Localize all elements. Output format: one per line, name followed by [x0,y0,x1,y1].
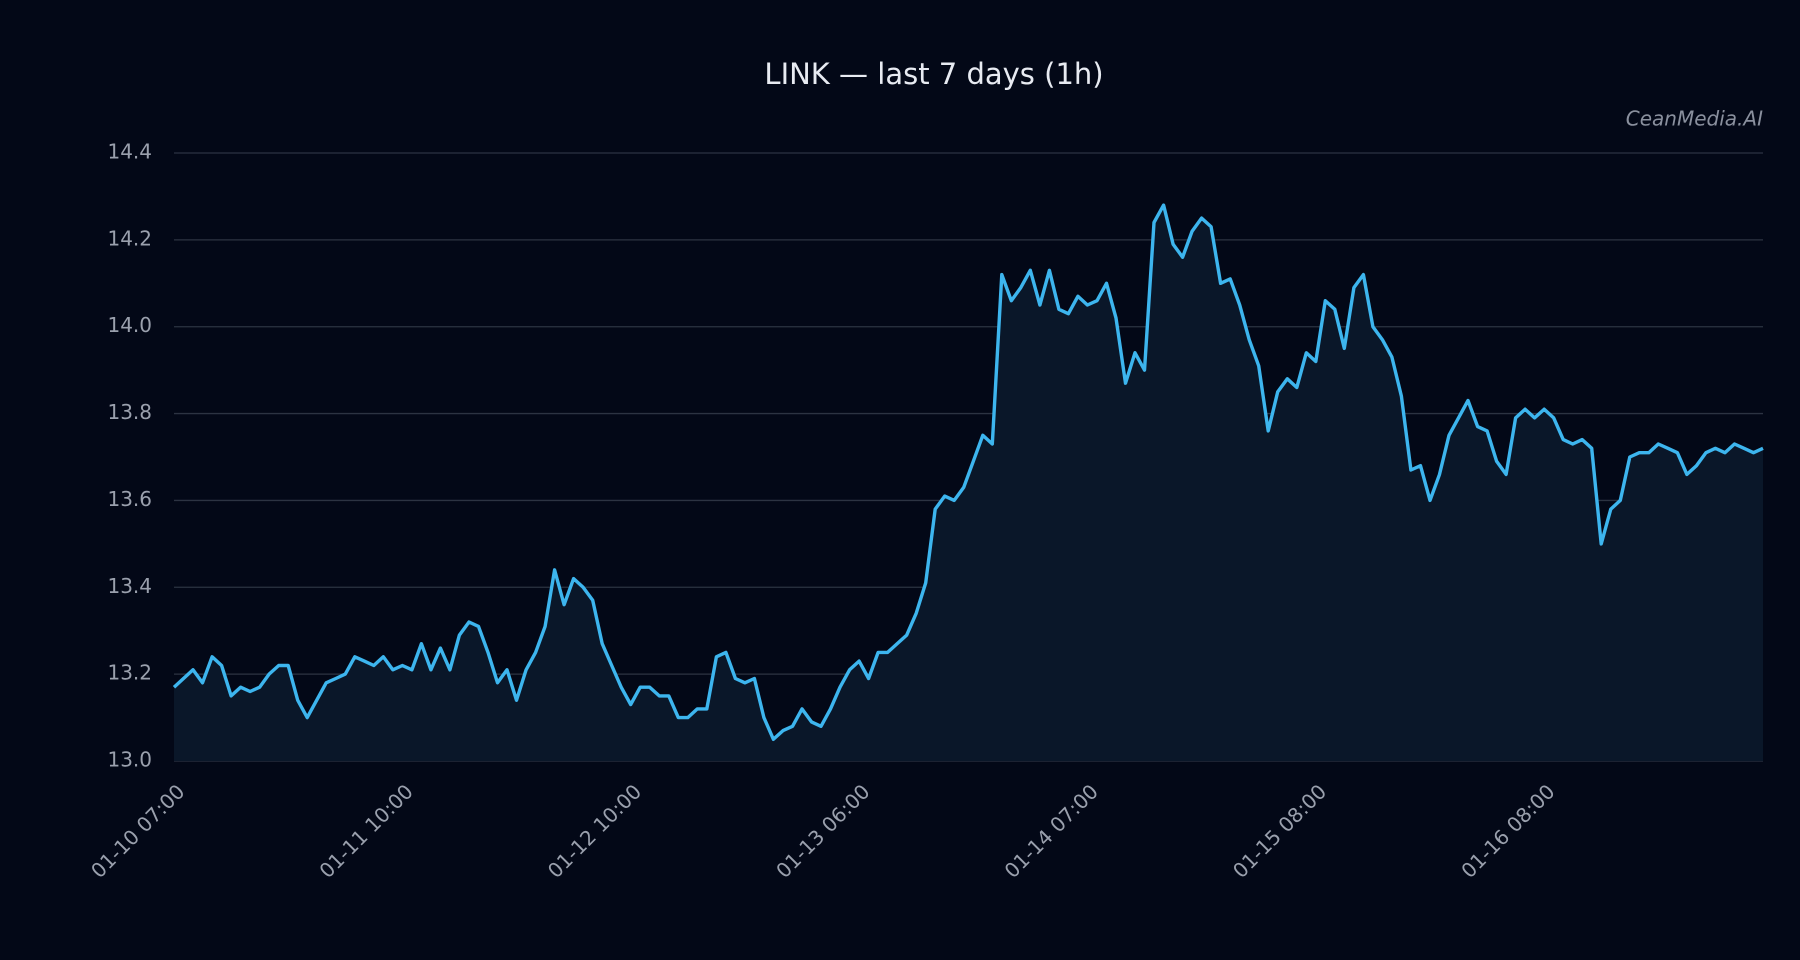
y-tick-label: 13.0 [107,748,152,772]
y-tick-label: 14.4 [107,140,152,164]
y-tick-label: 14.0 [107,313,152,337]
y-tick-label: 14.2 [107,226,152,250]
y-tick-label: 13.6 [107,487,152,511]
watermark: CeanMedia.AI [1626,107,1763,131]
y-tick-label: 13.8 [107,400,152,424]
y-tick-label: 13.2 [107,661,152,685]
y-tick-label: 13.4 [107,574,152,598]
line [172,203,1764,741]
chart-title: LINK — last 7 days (1h) [764,57,1103,91]
area [174,205,1763,762]
